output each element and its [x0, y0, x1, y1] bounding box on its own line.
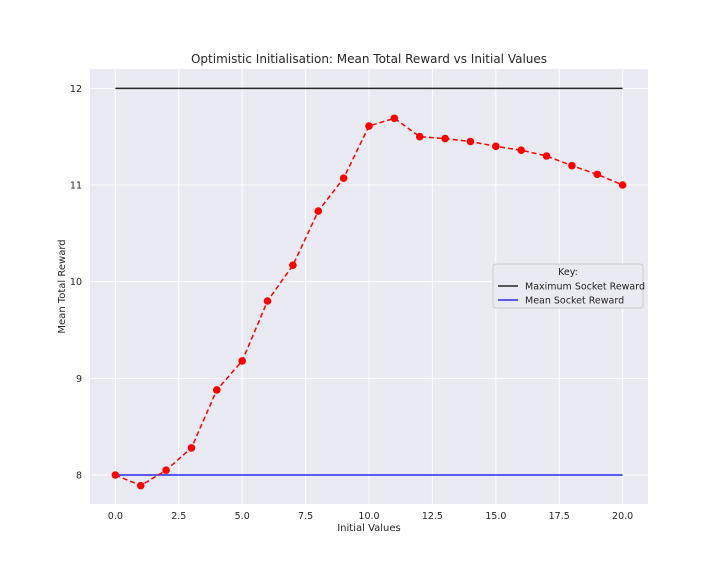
legend-entry-max: Maximum Socket Reward — [525, 282, 645, 293]
x-tick-label: 20.0 — [612, 511, 633, 522]
x-tick-label: 17.5 — [549, 511, 570, 522]
x-tick-label: 2.5 — [171, 511, 186, 522]
y-axis-ticks: 8 9 10 11 12 — [70, 84, 82, 482]
data-point — [466, 137, 475, 146]
legend-entry-mean: Mean Socket Reward — [525, 296, 624, 307]
data-point — [492, 142, 500, 151]
x-tick-label: 10.0 — [358, 511, 379, 522]
x-axis-label: Initial Values — [337, 523, 401, 534]
data-point — [162, 466, 170, 474]
data-point — [213, 386, 221, 394]
x-tick-label: 12.5 — [422, 511, 443, 522]
x-axis-ticks: 0.0 2.5 5.0 7.5 10.0 12.5 15.0 17.5 20.0 — [108, 511, 633, 522]
y-axis-label: Mean Total Reward — [57, 239, 68, 333]
data-point — [517, 146, 525, 154]
data-point — [314, 207, 323, 215]
data-point — [390, 114, 399, 123]
data-point — [289, 261, 297, 270]
x-tick-label: 15.0 — [485, 511, 506, 522]
data-point — [542, 152, 551, 160]
legend: Key: Maximum Socket Reward Mean Socket R… — [492, 263, 645, 309]
y-tick-label: 9 — [76, 374, 82, 385]
y-tick-label: 8 — [76, 471, 82, 482]
data-point — [263, 297, 272, 305]
data-point — [593, 170, 602, 179]
data-point — [568, 161, 576, 170]
x-tick-label: 0.0 — [108, 511, 123, 522]
data-point — [441, 134, 449, 143]
legend-title: Key: — [558, 267, 578, 278]
data-point — [111, 471, 120, 479]
data-point — [339, 174, 348, 183]
data-point — [415, 132, 424, 141]
series-markers — [111, 114, 627, 490]
data-point — [187, 444, 196, 452]
chart-title: Optimistic Initialisation: Mean Total Re… — [191, 52, 547, 66]
x-tick-label: 7.5 — [298, 511, 313, 522]
y-tick-label: 10 — [70, 277, 82, 288]
data-point — [136, 481, 145, 490]
x-tick-label: 5.0 — [235, 511, 250, 522]
data-point — [238, 357, 246, 365]
legend-box — [492, 263, 644, 309]
y-tick-label: 12 — [70, 84, 82, 95]
series-lines — [115, 87, 623, 487]
y-tick-label: 11 — [70, 181, 82, 192]
data-point — [618, 181, 627, 189]
series-line-reward — [115, 117, 623, 487]
data-point — [365, 122, 373, 130]
